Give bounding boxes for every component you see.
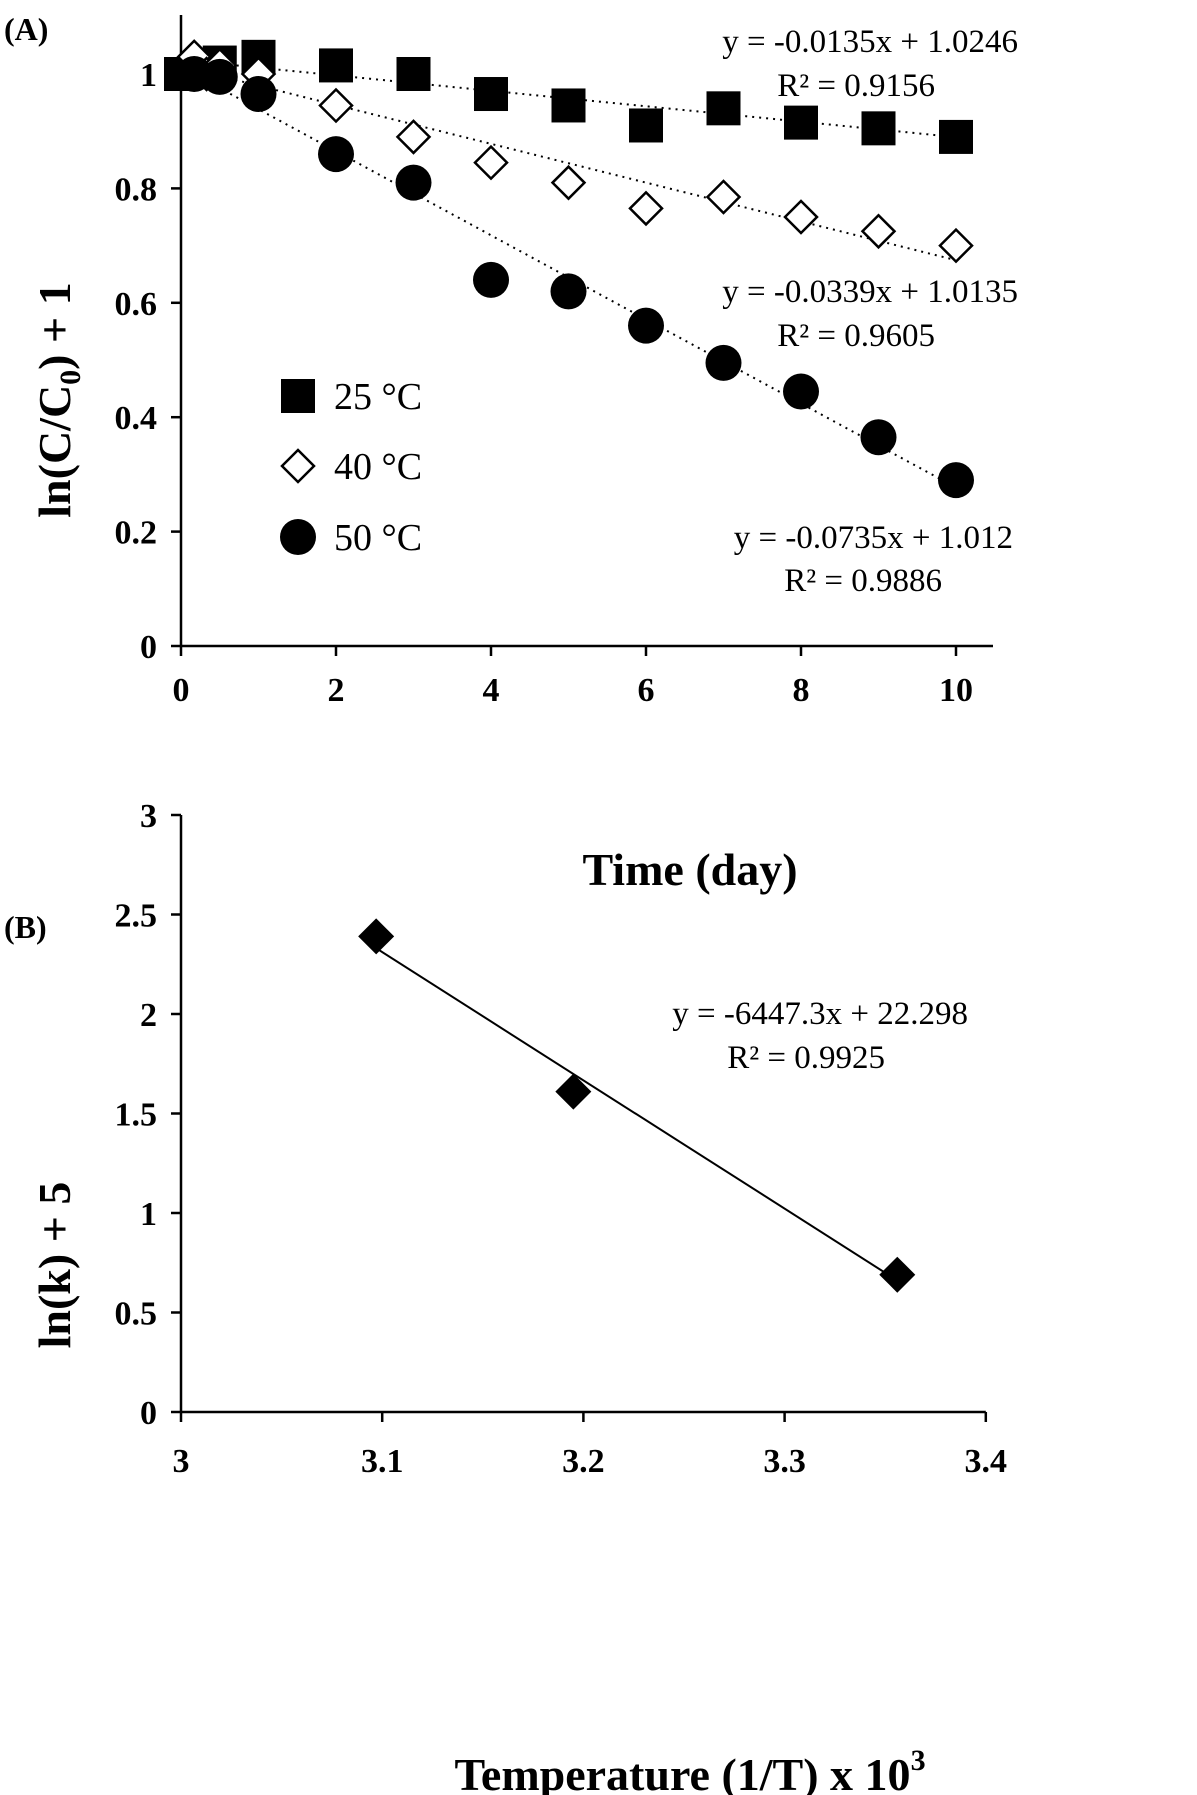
- panel-b-label: (B): [4, 909, 47, 945]
- panel-a-point-s0: [706, 91, 741, 126]
- panel-b-x-tick-label: 3.4: [965, 1443, 1008, 1480]
- panel-b-y-tick-label: 0: [140, 1395, 157, 1432]
- panel-a-point-s2: [201, 58, 238, 95]
- panel-a-plot: 0 2 4 6 8 10 0 0.2 0.4 0.6 0.8 1 25 °C 40 °C 50 °C y = …: [115, 15, 1018, 709]
- panel-a-point-s1: [628, 190, 664, 227]
- panel-a-label: (A): [4, 11, 48, 47]
- panel-b-trendline: [375, 947, 898, 1282]
- panel-a-point-s1: [550, 164, 587, 201]
- panel-a-point-s1: [318, 87, 354, 124]
- panel-a-r2-2: R² = 0.9886: [784, 563, 942, 599]
- panel-b-y-tick-label: 1: [140, 1196, 157, 1233]
- panel-a-point-s2: [938, 462, 974, 499]
- panel-a-point-s0: [861, 111, 896, 146]
- panel-b-y-tick-label: 2: [140, 997, 157, 1034]
- panel-a-point-s0: [939, 119, 973, 154]
- panel-a-point-s0: [319, 48, 353, 83]
- panel-a-x-tick-label: 6: [638, 672, 655, 709]
- panel-a-equation-1: y = -0.0339x + 1.0135: [722, 274, 1018, 310]
- panel-a-point-s0: [474, 77, 508, 112]
- panel-a-point-s2: [783, 373, 819, 410]
- panel-b-y-axis-title: ln(k) + 5: [29, 1182, 80, 1349]
- panel-a-point-s1: [938, 227, 974, 264]
- panel-a-y-title-part2: ) + 1: [29, 282, 80, 370]
- panel-b-x-title-main: Temperature (1/T) x 10: [454, 1749, 910, 1795]
- panel-b-y-tick-label: 1.5: [115, 1097, 158, 1134]
- panel-a-x-tick-label: 4: [483, 672, 500, 709]
- panel-a-point-s1: [783, 199, 819, 235]
- panel-a-point-s2: [240, 76, 277, 113]
- panel-a-x-axis-title: Time (day): [582, 844, 797, 895]
- panel-b-equation: y = -6447.3x + 22.298: [672, 996, 968, 1032]
- panel-a-legend-marker-1: [280, 448, 316, 484]
- svg-text:ln(C/C0) + 1: ln(C/C0) + 1: [29, 282, 87, 517]
- panel-b-x-tick-label: 3: [173, 1443, 190, 1480]
- panel-a-legend-label-0: 25 °C: [334, 376, 422, 418]
- panel-a-point-s1: [395, 119, 432, 155]
- panel-a-y-tick-label: 0.4: [115, 400, 158, 437]
- panel-a-y-axis-title: ln(C/C0) + 1: [29, 282, 87, 517]
- panel-a-equation-0: y = -0.0135x + 1.0246: [722, 24, 1018, 60]
- panel-a-r2-0: R² = 0.9156: [777, 68, 935, 104]
- panel-b-x-title-superscript: 3: [911, 1744, 926, 1777]
- panel-a-legend-label-1: 40 °C: [334, 446, 422, 488]
- panel-a-y-title-subscript: 0: [54, 370, 87, 385]
- panel-a-point-s1: [860, 213, 897, 250]
- panel-a-point-s2: [395, 164, 432, 201]
- panel-a-point-s2: [550, 273, 587, 310]
- panel-a-y-tick-label: 0.8: [115, 171, 158, 208]
- panel-a-point-s0: [784, 105, 818, 140]
- panel-b-y-title-text: ln(k) + 5: [29, 1182, 80, 1349]
- panel-b-y-tick-label: 0.5: [115, 1296, 158, 1333]
- panel-a-trendline-1: [180, 65, 957, 262]
- panel-b-point: [879, 1256, 916, 1293]
- panel-a-point-s0: [629, 108, 663, 143]
- panel-b-point: [358, 918, 395, 955]
- panel-b-x-tick-label: 3.3: [763, 1443, 806, 1480]
- panel-a-y-tick-label: 0: [140, 629, 157, 666]
- panel-a-legend-marker-0: [281, 379, 315, 413]
- panel-b-x-axis-title: Temperature (1/T) x 103: [454, 1744, 925, 1795]
- panel-a-x-tick-label: 2: [328, 672, 345, 709]
- panel-a-point-s2: [318, 136, 354, 173]
- panel-a-point-s2: [628, 307, 664, 344]
- panel-a-legend-marker-2: [280, 519, 316, 555]
- panel-a-legend-label-2: 50 °C: [334, 517, 422, 559]
- panel-b-point: [555, 1073, 592, 1110]
- panel-a-equation-2: y = -0.0735x + 1.012: [734, 520, 1013, 556]
- panel-b-y-tick-label: 3: [140, 798, 157, 835]
- panel-a-x-tick-label: 0: [173, 672, 190, 709]
- panel-b-r2: R² = 0.9925: [727, 1040, 885, 1076]
- panel-b-x-tick-label: 3.2: [562, 1443, 605, 1480]
- panel-a-y-tick-label: 1: [140, 57, 157, 94]
- panel-a-y-tick-label: 0.2: [115, 515, 158, 552]
- panel-a-r2-1: R² = 0.9605: [777, 318, 935, 354]
- panel-a-point-s2: [860, 419, 897, 456]
- panel-a-point-s1: [705, 179, 742, 215]
- panel-a-x-tick-label: 10: [939, 672, 973, 709]
- panel-b-x-tick-label: 3.1: [361, 1443, 404, 1480]
- panel-a-y-title-part1: ln(C/C: [29, 385, 80, 518]
- panel-b-y-tick-label: 2.5: [115, 898, 158, 935]
- panel-a-point-s0: [551, 88, 586, 123]
- panel-a-x-tick-label: 8: [793, 672, 810, 709]
- panel-b-plot: 3 3.1 3.2 3.3 3.4 0 0.5 1 1.5 2 2.5 3 y = -6447.3x +…: [115, 798, 1008, 1480]
- panel-a-y-tick-label: 0.6: [115, 286, 158, 323]
- panel-a-point-s1: [473, 144, 509, 181]
- panel-a-point-s2: [705, 344, 742, 381]
- panel-a-point-s0: [396, 57, 431, 91]
- panel-a-point-s2: [473, 261, 509, 298]
